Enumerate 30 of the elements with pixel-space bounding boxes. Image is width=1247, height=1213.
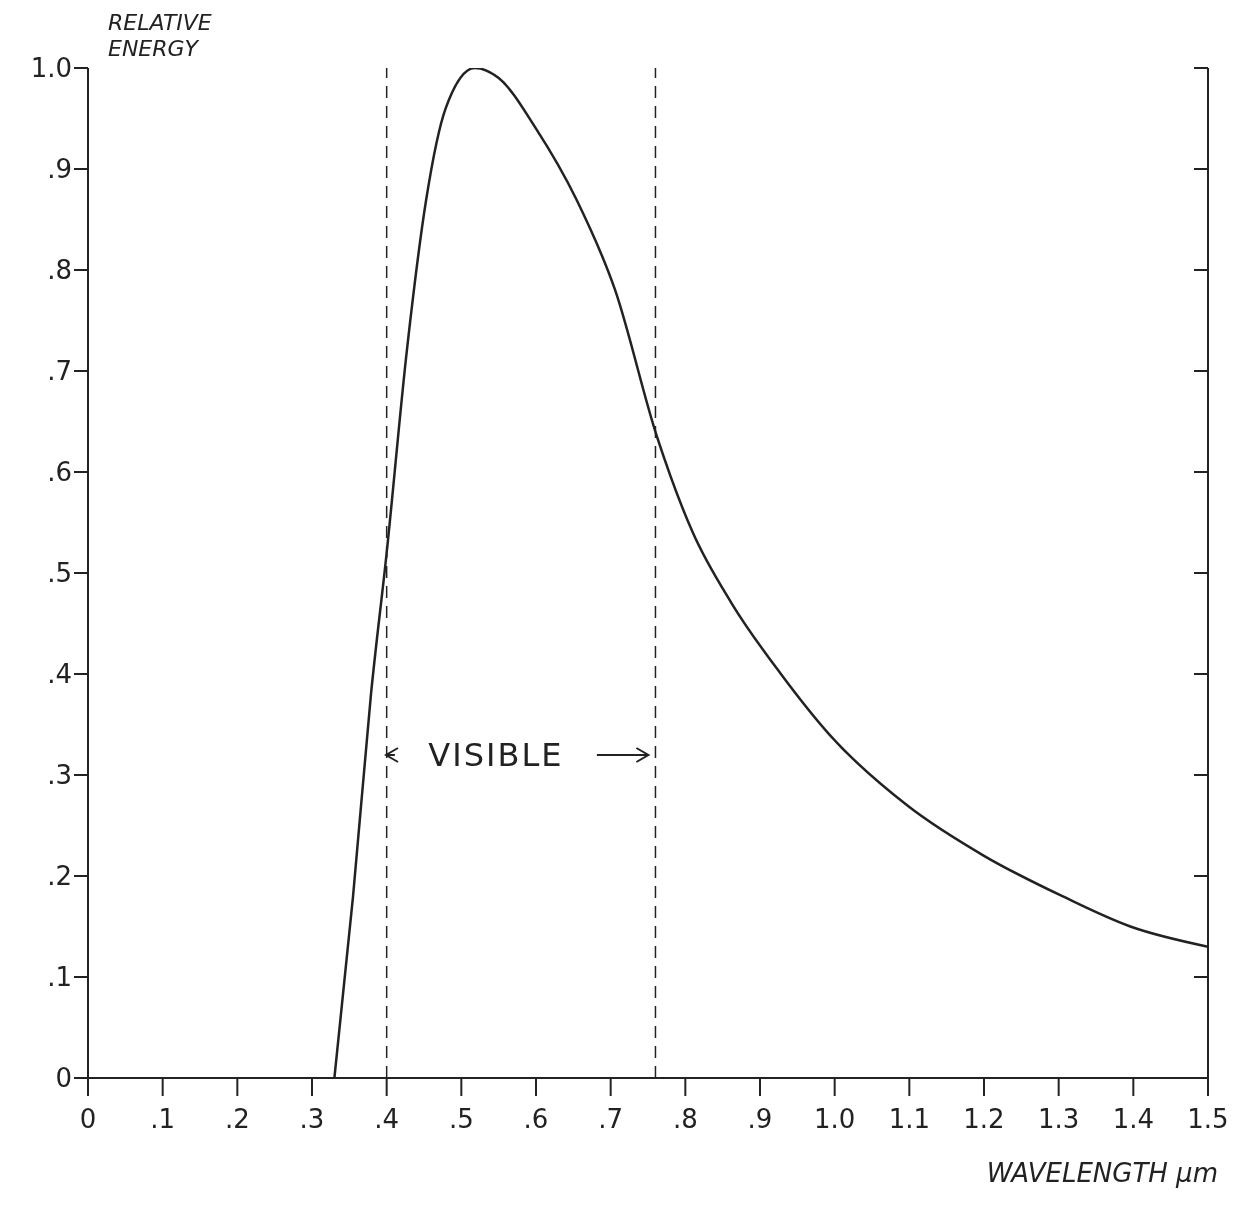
y-tick-label: .2 xyxy=(47,861,72,892)
x-tick-label: 0 xyxy=(79,1104,97,1135)
x-tick-label: 1.5 xyxy=(1187,1104,1229,1135)
x-tick-label: .1 xyxy=(150,1104,176,1135)
x-tick-label: 1.1 xyxy=(888,1104,931,1135)
y-tick-label: .8 xyxy=(47,255,72,286)
y-axis-title: RELATIVE ENERGY xyxy=(108,10,213,62)
x-tick-label: 1.0 xyxy=(813,1104,856,1135)
y-tick-label: .3 xyxy=(47,760,72,791)
x-tick-label: .4 xyxy=(374,1104,400,1135)
x-tick-label: .9 xyxy=(747,1104,773,1135)
y-tick-label: .4 xyxy=(47,659,72,690)
x-tick-label: 1.3 xyxy=(1037,1104,1080,1135)
x-axis-title: WAVELENGTH μm xyxy=(986,1158,1218,1188)
y-tick-label: .5 xyxy=(47,558,72,589)
y-tick-label: .9 xyxy=(47,154,72,185)
y-tick-label: .6 xyxy=(47,457,72,488)
y-tick-label: 0 xyxy=(55,1063,72,1094)
y-tick-label: .1 xyxy=(47,962,72,993)
x-tick-label: 1.4 xyxy=(1112,1104,1155,1135)
y-tick-label: 1.0 xyxy=(30,53,72,84)
x-tick-label: .2 xyxy=(224,1104,250,1135)
x-tick-label: .5 xyxy=(448,1104,474,1135)
y-tick-label: .7 xyxy=(47,356,72,387)
x-tick-label: .7 xyxy=(598,1104,624,1135)
annotation: VISIBLE xyxy=(428,736,564,774)
x-tick-label: 1.2 xyxy=(963,1104,1005,1135)
x-tick-label: .8 xyxy=(672,1104,698,1135)
x-tick-label: .3 xyxy=(299,1104,325,1135)
x-tick-label: .6 xyxy=(523,1104,549,1135)
